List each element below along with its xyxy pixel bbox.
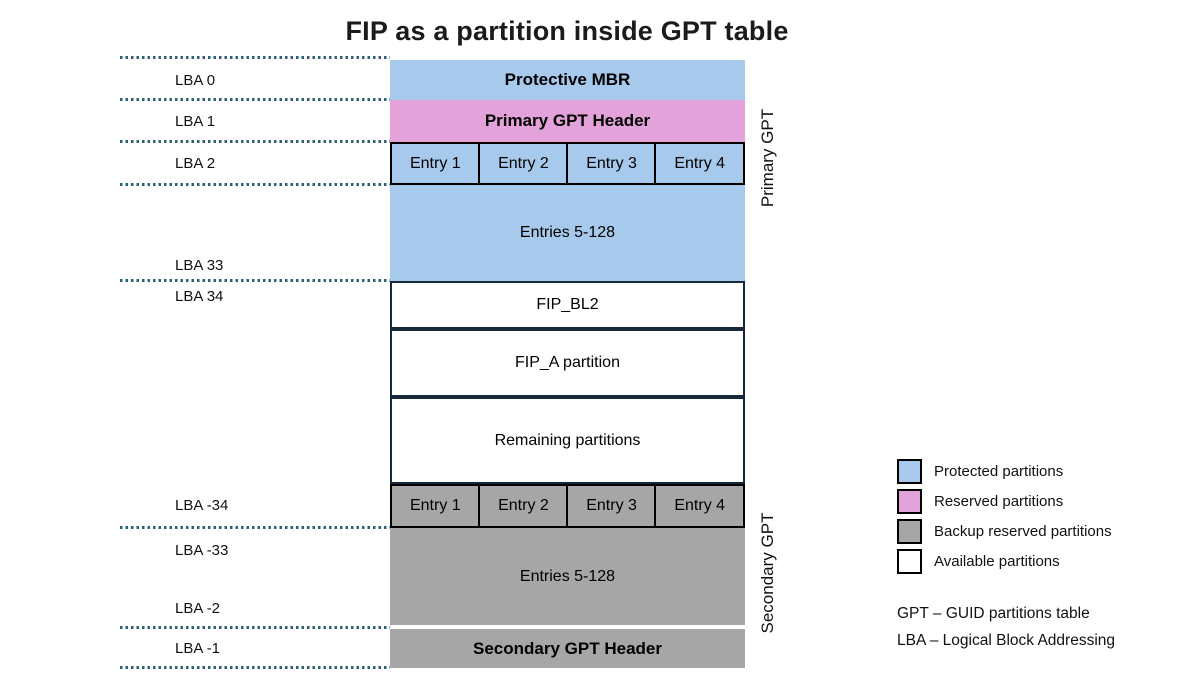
available-color-swatch (897, 549, 922, 574)
lba-label-33: LBA 33 (175, 257, 224, 274)
secondary-entry-row: Entry 1 Entry 2 Entry 3 Entry 4 (390, 484, 745, 528)
legend-item-protected: Protected partitions (897, 459, 1112, 484)
dotted-separator (120, 183, 390, 186)
dotted-separator (120, 666, 390, 669)
lba-label-0: LBA 0 (175, 72, 216, 89)
block-fip-a-partition: FIP_A partition (390, 329, 745, 397)
legend-label: Available partitions (934, 553, 1060, 570)
dotted-separator (120, 140, 390, 143)
legend-item-reserved: Reserved partitions (897, 489, 1112, 514)
legend-label: Backup reserved partitions (934, 523, 1112, 540)
secondary-entry-4: Entry 4 (654, 484, 745, 528)
lba-label-minus-2: LBA -2 (175, 600, 221, 617)
secondary-entry-3: Entry 3 (566, 484, 657, 528)
note-lba: LBA – Logical Block Addressing (897, 632, 1115, 649)
block-primary-entries-5-128: Entries 5-128 (390, 185, 745, 281)
primary-entry-4: Entry 4 (654, 142, 745, 185)
primary-entry-2: Entry 2 (478, 142, 569, 185)
dotted-separator (120, 98, 390, 101)
secondary-entry-1: Entry 1 (390, 484, 481, 528)
lba-label-minus-33: LBA -33 (175, 542, 229, 559)
note-gpt: GPT – GUID partitions table (897, 605, 1090, 622)
block-protective-mbr: Protective MBR (390, 60, 745, 100)
secondary-gpt-side-label: Secondary GPT (758, 512, 777, 634)
backup-color-swatch (897, 519, 922, 544)
secondary-entry-2: Entry 2 (478, 484, 569, 528)
primary-entry-1: Entry 1 (390, 142, 481, 185)
abbreviation-notes: GPT – GUID partitions table LBA – Logica… (897, 600, 1115, 654)
diagram-title: FIP as a partition inside GPT table (345, 16, 789, 46)
dotted-separator (120, 626, 390, 629)
block-fip-bl2: FIP_BL2 (390, 281, 745, 329)
legend-label: Reserved partitions (934, 493, 1064, 510)
dotted-separator (120, 279, 390, 282)
lba-label-2: LBA 2 (175, 155, 216, 172)
primary-entry-row: Entry 1 Entry 2 Entry 3 Entry 4 (390, 142, 745, 185)
primary-gpt-side-label: Primary GPT (758, 108, 777, 208)
legend-label: Protected partitions (934, 463, 1064, 480)
protected-color-swatch (897, 459, 922, 484)
block-secondary-entries-5-128: Entries 5-128 (390, 528, 745, 625)
block-secondary-gpt-header: Secondary GPT Header (390, 629, 745, 668)
block-remaining-partitions: Remaining partitions (390, 397, 745, 484)
lba-label-minus-34: LBA -34 (175, 497, 229, 514)
dotted-separator (120, 526, 390, 529)
dotted-separator (120, 56, 390, 59)
legend-item-backup: Backup reserved partitions (897, 519, 1112, 544)
reserved-color-swatch (897, 489, 922, 514)
block-primary-gpt-header: Primary GPT Header (390, 100, 745, 142)
legend: Protected partitions Reserved partitions… (897, 459, 1112, 579)
lba-label-1: LBA 1 (175, 113, 216, 130)
primary-entry-3: Entry 3 (566, 142, 657, 185)
legend-item-available: Available partitions (897, 549, 1112, 574)
lba-label-minus-1: LBA -1 (175, 640, 221, 657)
lba-label-34: LBA 34 (175, 288, 224, 305)
